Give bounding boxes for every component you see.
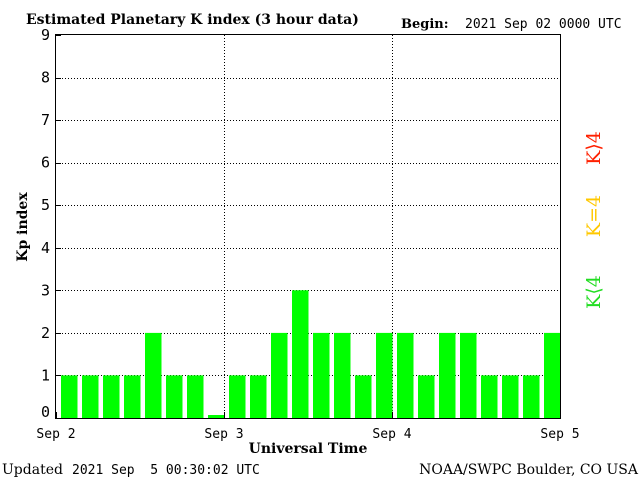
updated-label: Updated (2, 462, 63, 478)
y-axis-ticks: 0 1 2 3 4 5 6 7 8 9 (41, 26, 61, 421)
kp-bar (481, 375, 498, 418)
y-tick-label: 2 (41, 324, 50, 342)
y-tick-label: 9 (41, 26, 50, 44)
y-tick-label: 4 (41, 239, 50, 257)
legend-k-greater-4: K⟩4 (583, 131, 605, 165)
kp-bar (145, 332, 162, 418)
y-tick-label: 1 (41, 366, 50, 384)
x-axis-label: Universal Time (249, 441, 368, 457)
x-tick-label: Sep 4 (372, 427, 411, 442)
kp-bar (208, 415, 225, 418)
kp-bar (418, 375, 435, 418)
y-axis-label: Kp index (15, 192, 31, 262)
kp-bar (397, 332, 414, 418)
x-tick-label: Sep 2 (36, 427, 75, 442)
updated-value: 2021 Sep 5 00:30:02 UTC (72, 463, 260, 478)
kp-bar (502, 375, 519, 418)
plot-frame (55, 34, 561, 419)
begin-label: Begin: (401, 17, 449, 32)
y-tick-label: 3 (41, 281, 50, 299)
kp-bar (460, 332, 477, 418)
x-tick-label: Sep 5 (540, 427, 579, 442)
chart-title: Estimated Planetary K index (3 hour data… (26, 12, 359, 28)
x-tick-label: Sep 3 (204, 427, 243, 442)
kp-bar (271, 332, 288, 418)
kp-bar (61, 375, 78, 418)
kp-bar (124, 375, 141, 418)
y-tick-label: 8 (41, 69, 50, 87)
kp-bar (229, 375, 246, 418)
kp-bar (313, 332, 330, 418)
grid-lines (56, 35, 560, 418)
y-tick-label: 6 (41, 154, 50, 172)
kp-bar (544, 332, 561, 418)
kp-bar (334, 332, 351, 418)
y-tick-label: 0 (41, 403, 50, 421)
bars-group (61, 290, 561, 418)
kp-bar (250, 375, 267, 418)
y-tick-label: 7 (41, 111, 50, 129)
legend-k-equal-4: K=4 (583, 195, 605, 237)
source-credit: NOAA/SWPC Boulder, CO USA (419, 462, 639, 478)
x-axis-ticks: Sep 2 Sep 3 Sep 4 Sep 5 (36, 412, 580, 442)
kp-bar (523, 375, 540, 418)
kp-bar (103, 375, 120, 418)
kp-bar (166, 375, 183, 418)
kp-bar (355, 375, 372, 418)
begin-value: 2021 Sep 02 0000 UTC (465, 17, 622, 32)
y-tick-label: 5 (41, 196, 50, 214)
legend-k-less-4: K⟨4 (583, 275, 605, 309)
kp-bar (439, 332, 456, 418)
kp-bar (376, 332, 393, 418)
kp-bar (187, 375, 204, 418)
kp-bar (82, 375, 99, 418)
kp-bar (292, 290, 309, 418)
